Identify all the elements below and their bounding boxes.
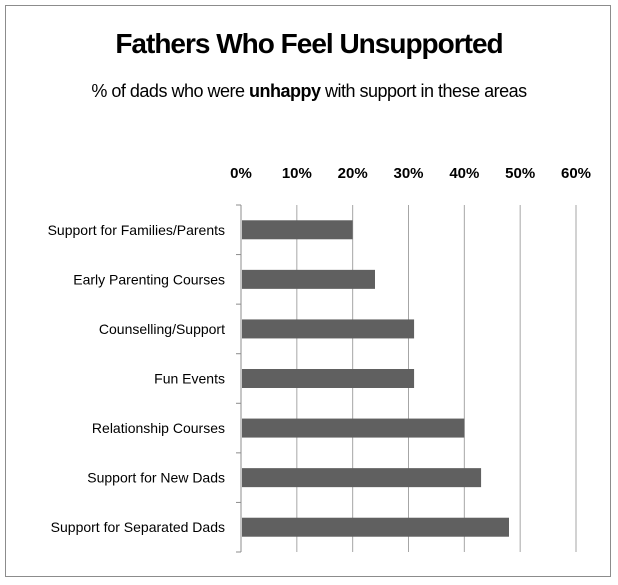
bar <box>242 517 509 537</box>
category-label: Support for New Dads <box>87 470 225 486</box>
category-label: Support for Families/Parents <box>48 222 225 238</box>
category-label: Fun Events <box>154 371 225 387</box>
x-tick-label: 10% <box>282 165 312 182</box>
x-tick-label: 30% <box>393 165 423 182</box>
x-tick-label: 0% <box>230 165 252 182</box>
bar <box>242 319 415 339</box>
category-label: Support for Separated Dads <box>51 519 225 535</box>
x-tick-label: 40% <box>449 165 479 182</box>
subtitle-emphasis: unhappy <box>248 81 321 101</box>
bar <box>242 369 415 388</box>
x-tick-label: 60% <box>561 165 591 182</box>
category-label: Early Parenting Courses <box>73 271 225 287</box>
bar <box>242 468 482 488</box>
x-tick-label: 20% <box>338 165 368 182</box>
bar <box>242 220 353 240</box>
bar <box>242 418 465 438</box>
x-tick-label: 50% <box>505 165 535 182</box>
chart-subtitle: % of dads who were unhappy with support … <box>70 76 548 106</box>
bar <box>242 269 375 289</box>
category-label: Relationship Courses <box>92 420 225 436</box>
chart-title: Fathers Who Feel Unsupported <box>115 28 503 59</box>
category-label: Counselling/Support <box>99 321 225 337</box>
subtitle-text-after: with support in these areas <box>320 81 527 101</box>
subtitle-text-before: % of dads who were <box>91 81 249 101</box>
